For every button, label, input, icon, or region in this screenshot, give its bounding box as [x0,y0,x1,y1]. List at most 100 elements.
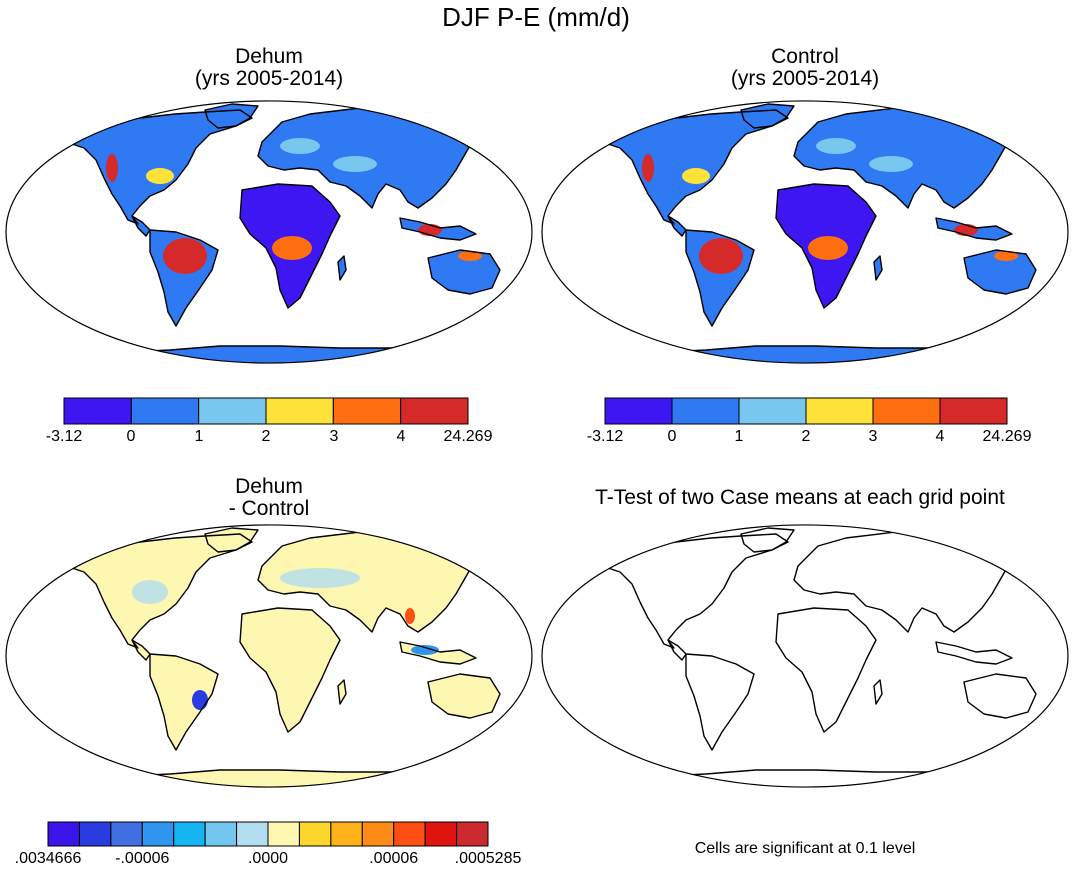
land-fill-greenland [741,104,794,128]
colorbar-tick-label: 0 [126,428,136,445]
colorbar-dehum [63,397,469,425]
south-america-diff-region [192,690,208,710]
map-land-layer [605,103,1057,364]
map-control [541,100,1069,364]
colorbar-tick-label: 1 [734,428,744,445]
coastline-australia [963,249,1037,295]
europe-region [816,138,856,154]
coastline-southAmerica [685,653,755,751]
coastline-africa [775,607,877,733]
coastline-centralAmerica [131,215,151,237]
panel-title-line1: Control [771,45,839,68]
panel-title-line1: Dehum [235,475,303,498]
maritime-continent-region [418,224,442,236]
coastline-centralAmerica [667,215,687,237]
colorbar-tick-label: 24.269 [982,428,1032,445]
europe-region [280,138,320,154]
colorbar-swatch [236,821,269,847]
map-land-layer [605,527,1057,788]
coastline-newZealand [1047,287,1057,307]
map-dehum [5,100,533,364]
colorbar-swatch [456,821,489,847]
land-fill-africa [240,608,340,732]
coastline-southAmerica [149,653,219,751]
colorbar-tick-label: 2 [801,428,811,445]
colorbar-swatch [78,821,112,847]
coastline-southAmerica [149,229,219,327]
map-frame [5,100,533,364]
colorbar-dehum-labels: -3.12 0 1 2 3 4 24.269 [46,428,493,448]
coastline-australia [427,249,501,295]
land-fill-australia [964,250,1036,294]
coastline-centralAmerica [667,639,687,661]
panel-title-dehum: Dehum (yrs 2005-2014) [134,46,404,90]
map-frame [541,100,1069,364]
panel-title-line2: (yrs 2005-2014) [194,67,344,90]
coastline-greenland [740,103,795,129]
colorbar-swatch [424,821,458,847]
colorbar-swatch [361,821,395,847]
land-fill-australia [428,674,500,718]
colorbar-control-labels: -3.12 0 1 2 3 4 24.269 [587,428,1032,448]
central-africa-region [272,236,312,260]
map-diff [5,524,533,788]
colorbar-diff-labels: .0034666 -.00006 .0000 .00006 .0005285 [15,850,522,870]
coastline-newZealand [1047,711,1057,731]
colorbar-swatch [198,397,267,425]
central-africa-region [808,236,848,260]
colorbar-swatch [604,397,673,425]
coastline-madagascar [873,255,883,281]
land-fill-newZealand [512,712,520,730]
colorbar-tick-label: -.00006 [115,850,170,867]
amazon-high-region [163,238,207,274]
coastline-greenland [204,527,259,553]
colorbar-tick-label: 3 [868,428,878,445]
indonesia-diff-region [411,645,439,655]
coastline-africa [239,607,341,733]
colorbar-tick-label: 0 [667,428,677,445]
colorbar-swatch [872,397,941,425]
map-frame [5,524,533,788]
coastline-greenland [204,103,259,129]
panel-title-line2: - Control [228,497,310,520]
central-asia-region [333,156,377,172]
coastline-africa [239,183,341,309]
coastline-madagascar [337,679,347,705]
coastline-madagascar [873,679,883,705]
colorbar-tick-label: 1 [194,428,204,445]
nw-america-coast-region [642,154,654,182]
se-usa-region [682,168,710,184]
map-land-layer [69,527,521,788]
panel-title-line2: (yrs 2005-2014) [730,67,880,90]
colorbar-swatch [141,821,175,847]
colorbar-swatch [939,397,1008,425]
coastline-newZealand [511,711,521,731]
coastline-centralAmerica [131,639,151,661]
land-fill-greenland [205,104,258,128]
colorbar-tick-label: 4 [935,428,945,445]
panel-title-ttest: T-Test of two Case means at each grid po… [595,486,1005,509]
colorbar-tick-label: .0005285 [454,850,522,867]
colorbar-swatch [265,397,334,425]
figure-title: DJF P-E (mm/d) [442,2,630,32]
land-fill-australia [428,250,500,294]
map-frame [541,524,1069,788]
east-asia-diff-region [405,608,415,624]
coastline-africa [775,183,877,309]
land-fill-southAmerica [150,654,218,750]
colorbar-swatch [400,397,469,425]
coastline-australia [963,673,1037,719]
colorbar-tick-label: 24.269 [443,428,493,445]
america-diff-region [132,580,168,604]
n-australia-region [994,251,1018,261]
colorbar-tick-label: 3 [329,428,339,445]
coastline-indonesia [399,217,477,241]
coastline-europeAsia [793,529,1037,633]
colorbar-swatch [393,821,426,847]
coastline-indonesia [399,641,477,665]
panel-title-diff: Dehum - Control [134,476,404,520]
land-fill-newZealand [512,288,520,306]
nw-america-coast-region [106,154,118,182]
coastline-australia [427,673,501,719]
maritime-continent-region [954,224,978,236]
